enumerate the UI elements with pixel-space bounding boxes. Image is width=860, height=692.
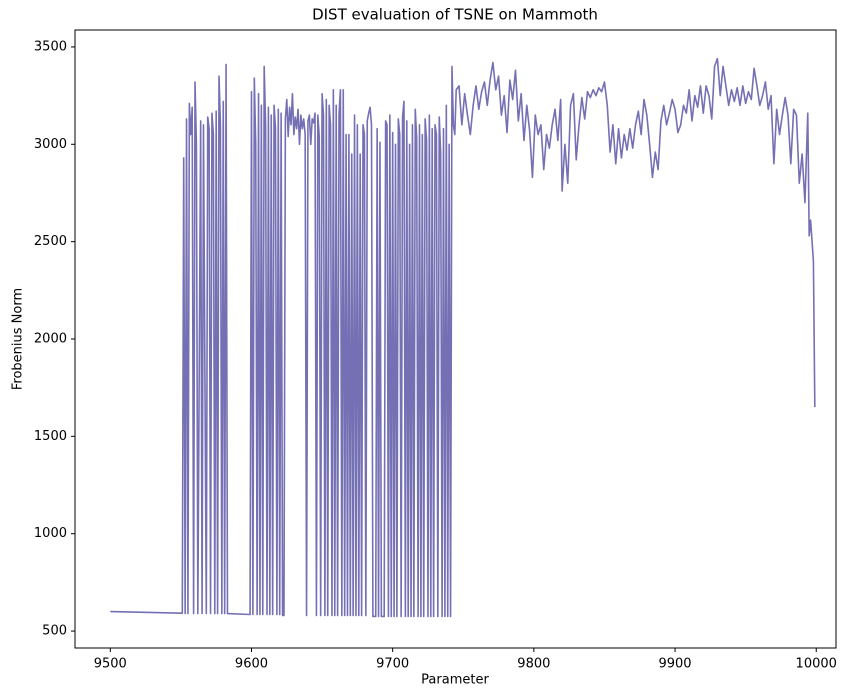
x-tick-label: 9500 [94, 657, 127, 672]
line-series [110, 57, 816, 618]
x-tick-label: 9700 [376, 657, 409, 672]
y-tick-label: 3000 [34, 137, 67, 152]
y-tick-label: 1000 [34, 526, 67, 541]
y-tick-label: 500 [42, 624, 67, 639]
x-tick-label: 9800 [517, 657, 550, 672]
y-tick-label: 2000 [34, 332, 67, 347]
y-tick-label: 2500 [34, 234, 67, 249]
x-tick-label: 10000 [796, 657, 837, 672]
chart-title: DIST evaluation of TSNE on Mammoth [312, 6, 598, 24]
y-tick-label: 3500 [34, 39, 67, 54]
x-tick-label: 9900 [658, 657, 691, 672]
y-axis-label: Frobenius Norm [11, 288, 26, 390]
x-axis-label: Parameter [421, 673, 489, 688]
plot-frame [74, 29, 837, 649]
x-tick-label: 9600 [235, 657, 268, 672]
y-tick-label: 1500 [34, 429, 67, 444]
